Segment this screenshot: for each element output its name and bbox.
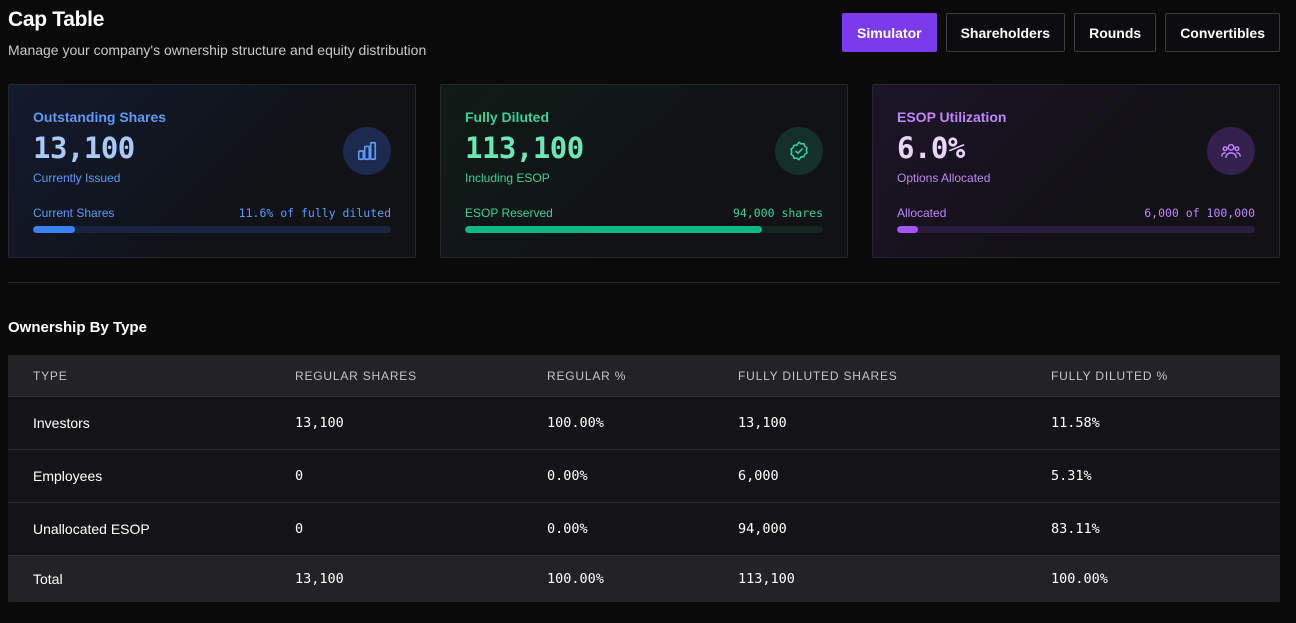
card-subtitle: Options Allocated xyxy=(897,171,991,185)
card-label: ESOP Utilization xyxy=(897,109,1007,125)
view-tabs: Simulator Shareholders Rounds Convertibl… xyxy=(842,13,1280,52)
page-subtitle: Manage your company's ownership structur… xyxy=(8,42,427,58)
total-fd-shares-cell: 113,100 xyxy=(738,571,795,587)
bar-chart-icon xyxy=(343,127,391,175)
progress-value: 94,000 shares xyxy=(732,206,823,220)
tab-convertibles[interactable]: Convertibles xyxy=(1165,13,1280,52)
card-label: Fully Diluted xyxy=(465,109,549,125)
column-header-regular-pct: REGULAR % xyxy=(547,368,627,383)
section-divider xyxy=(8,282,1280,283)
fd-shares-cell: 6,000 xyxy=(738,468,779,484)
total-regular-pct-cell: 100.00% xyxy=(547,571,604,587)
fd-pct-cell: 11.58% xyxy=(1051,415,1100,431)
progress-label: Allocated xyxy=(897,206,947,220)
progress-value: 6,000 of 100,000 xyxy=(1144,206,1255,220)
outstanding-shares-card: Outstanding Shares 13,100 Currently Issu… xyxy=(8,84,416,258)
page-title: Cap Table xyxy=(8,8,105,31)
ownership-section-title: Ownership By Type xyxy=(8,319,147,336)
column-header-type: TYPE xyxy=(33,368,68,383)
card-footer: Allocated 6,000 of 100,000 xyxy=(897,206,1255,220)
type-cell: Investors xyxy=(33,415,90,431)
progress-bar-fill xyxy=(897,226,919,233)
card-value: 13,100 xyxy=(33,131,135,165)
card-value: 6.0% xyxy=(897,131,965,165)
total-fd-pct-cell: 100.00% xyxy=(1051,571,1108,587)
progress-label: Current Shares xyxy=(33,206,115,220)
progress-bar xyxy=(897,226,1255,233)
table-row: Unallocated ESOP 0 0.00% 94,000 83.11% xyxy=(8,503,1280,556)
tab-simulator[interactable]: Simulator xyxy=(842,13,937,52)
card-subtitle: Including ESOP xyxy=(465,171,550,185)
tab-rounds[interactable]: Rounds xyxy=(1074,13,1157,52)
type-cell: Unallocated ESOP xyxy=(33,521,150,537)
fd-shares-cell: 94,000 xyxy=(738,521,787,537)
progress-bar-fill xyxy=(33,226,75,233)
progress-bar xyxy=(33,226,391,233)
fully-diluted-card: Fully Diluted 113,100 Including ESOP ESO… xyxy=(440,84,848,258)
column-header-fd-pct: FULLY DILUTED % xyxy=(1051,368,1168,383)
column-header-regular-shares: REGULAR SHARES xyxy=(295,368,417,383)
progress-bar xyxy=(465,226,823,233)
progress-bar-fill xyxy=(465,226,763,233)
fd-shares-cell: 13,100 xyxy=(738,415,787,431)
verified-badge-icon xyxy=(775,127,823,175)
regular-shares-cell: 0 xyxy=(295,521,304,537)
table-total-row: Total 13,100 100.00% 113,100 100.00% xyxy=(8,556,1280,602)
card-footer: Current Shares 11.6% of fully diluted xyxy=(33,206,391,220)
regular-pct-cell: 0.00% xyxy=(547,521,588,537)
regular-pct-cell: 100.00% xyxy=(547,415,604,431)
ownership-table: TYPE REGULAR SHARES REGULAR % FULLY DILU… xyxy=(8,355,1280,602)
regular-shares-cell: 13,100 xyxy=(295,415,344,431)
total-label-cell: Total xyxy=(33,571,63,587)
users-icon xyxy=(1207,127,1255,175)
total-regular-shares-cell: 13,100 xyxy=(295,571,344,587)
card-footer: ESOP Reserved 94,000 shares xyxy=(465,206,823,220)
esop-utilization-card: ESOP Utilization 6.0% Options Allocated … xyxy=(872,84,1280,258)
table-row: Investors 13,100 100.00% 13,100 11.58% xyxy=(8,397,1280,450)
regular-pct-cell: 0.00% xyxy=(547,468,588,484)
card-subtitle: Currently Issued xyxy=(33,171,121,185)
summary-cards: Outstanding Shares 13,100 Currently Issu… xyxy=(8,84,1280,258)
progress-value: 11.6% of fully diluted xyxy=(238,206,391,220)
page-header: Cap Table Manage your company's ownershi… xyxy=(8,8,1280,64)
table-header-row: TYPE REGULAR SHARES REGULAR % FULLY DILU… xyxy=(8,355,1280,397)
progress-label: ESOP Reserved xyxy=(465,206,553,220)
regular-shares-cell: 0 xyxy=(295,468,304,484)
table-row: Employees 0 0.00% 6,000 5.31% xyxy=(8,450,1280,503)
card-value: 113,100 xyxy=(465,131,584,165)
column-header-fd-shares: FULLY DILUTED SHARES xyxy=(738,368,898,383)
card-label: Outstanding Shares xyxy=(33,109,167,125)
fd-pct-cell: 83.11% xyxy=(1051,521,1100,537)
type-cell: Employees xyxy=(33,468,103,484)
tab-shareholders[interactable]: Shareholders xyxy=(945,13,1066,52)
fd-pct-cell: 5.31% xyxy=(1051,468,1092,484)
